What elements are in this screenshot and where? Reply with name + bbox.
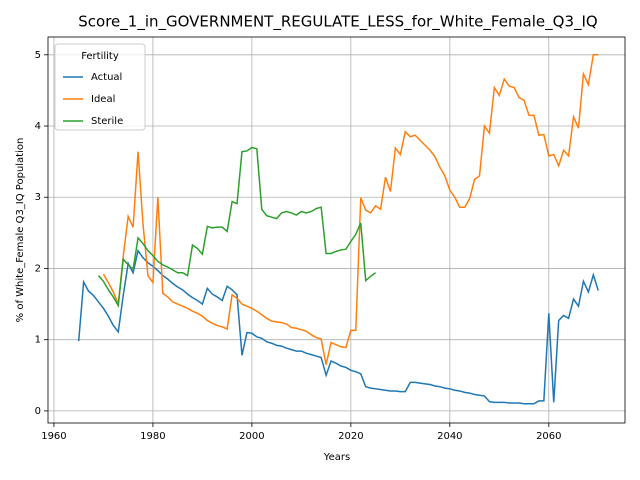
y-tick-label: 3 (35, 192, 41, 203)
x-tick-label: 2020 (338, 431, 363, 442)
y-tick-label: 1 (35, 335, 41, 346)
x-tick-label: 2040 (437, 431, 462, 442)
x-tick-label: 1960 (41, 431, 66, 442)
plot-frame (47, 36, 626, 424)
line-series (97, 146, 377, 308)
legend-title: Fertility (81, 51, 119, 62)
x-tick-label: 2000 (239, 431, 264, 442)
y-tick-label: 2 (35, 263, 41, 274)
legend-box (54, 43, 146, 131)
y-tick-label: 5 (35, 50, 41, 61)
x-tick-label: 1980 (140, 431, 165, 442)
line-series (102, 54, 599, 365)
chart-title: Score_1_in_GOVERNMENT_REGULATE_LESS_for_… (78, 13, 597, 32)
y-tick-label: 4 (35, 121, 41, 132)
x-axis-label: Years (323, 452, 350, 463)
legend-label: Actual (91, 72, 122, 83)
x-tick-label: 2060 (536, 431, 561, 442)
y-tick-label: 0 (35, 406, 41, 417)
y-axis-label: % of White_Female Q3_IQ Population (15, 138, 26, 323)
legend-label: Ideal (91, 94, 115, 105)
legend-label: Sterile (91, 116, 123, 127)
line-series (77, 248, 599, 405)
